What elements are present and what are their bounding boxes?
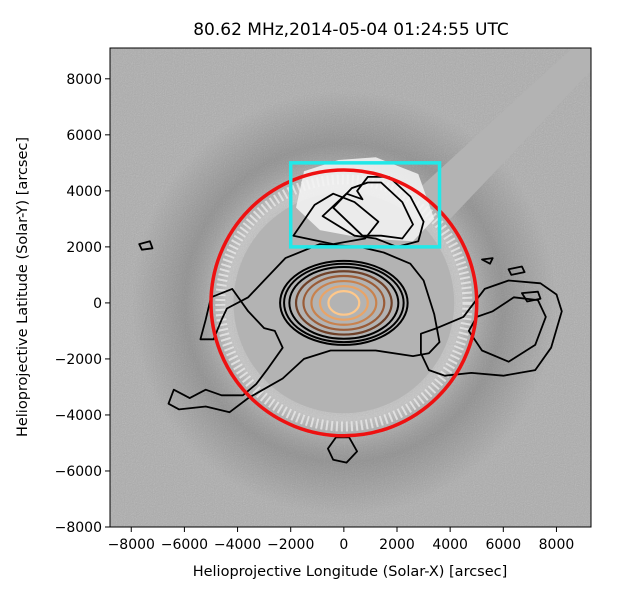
chart-title: 80.62 MHz,2014-05-04 01:24:55 UTC: [193, 20, 509, 40]
y-tick-label: 8000: [66, 72, 102, 88]
contour-level-4: [294, 270, 393, 336]
inner-contours: [279, 259, 409, 346]
region-box: [288, 161, 442, 249]
x-tick-label: 0: [339, 537, 348, 553]
contour-dot: [481, 257, 494, 265]
y-tick-label: −2000: [55, 352, 102, 368]
occulter-ring: [215, 174, 473, 432]
solar-limb-circle: [209, 168, 479, 438]
contour-level-5: [302, 274, 386, 331]
x-tick-label: −6000: [161, 537, 208, 553]
x-tick-label: −8000: [108, 537, 155, 553]
outer-contours: [138, 176, 563, 464]
y-tick-label: 2000: [66, 240, 102, 256]
y-tick-label: −8000: [55, 520, 102, 536]
contour-level-6: [310, 279, 378, 326]
contour-level-8: [327, 290, 361, 316]
y-tick-label: −6000: [55, 464, 102, 480]
x-axis-label: Helioprojective Longitude (Solar-X) [arc…: [193, 564, 508, 580]
x-tick-label: 2000: [379, 537, 415, 553]
x-tick-label: 6000: [485, 537, 521, 553]
contour-level-2: [283, 262, 405, 344]
contour-level-1: [279, 259, 409, 346]
x-tick-label: −4000: [214, 537, 261, 553]
contour-streamer2: [321, 176, 425, 248]
y-tick-label: −4000: [55, 408, 102, 424]
x-tick-label: 4000: [432, 537, 468, 553]
y-axis-label: Helioprojective Latitude (Solar-Y) [arcs…: [15, 137, 31, 437]
plot-area: [110, 48, 591, 527]
y-axis: −8000 −6000 −4000 −2000 0 2000 4000 6000 8000: [55, 72, 110, 536]
y-tick-label: 4000: [66, 184, 102, 200]
contour-small-right2: [507, 265, 526, 276]
axes-frame: [109, 47, 592, 528]
x-axis: −8000 −6000 −4000 −2000 0 2000 4000 6000 8000: [108, 527, 575, 553]
contour-right-lobe: [420, 279, 563, 377]
x-tick-label: −2000: [267, 537, 314, 553]
occulter-pylon: [410, 48, 591, 219]
contour-small-right: [521, 290, 542, 303]
contour-level-7: [318, 284, 369, 321]
contour-outer: [167, 243, 441, 414]
contour-small-left: [138, 240, 154, 251]
contour-streamer1: [292, 192, 380, 245]
y-tick-label: 0: [93, 296, 102, 312]
x-tick-label: 8000: [539, 537, 575, 553]
y-tick-label: 6000: [66, 128, 102, 144]
contour-level-3: [288, 266, 400, 340]
contour-streamer3: [332, 181, 414, 240]
